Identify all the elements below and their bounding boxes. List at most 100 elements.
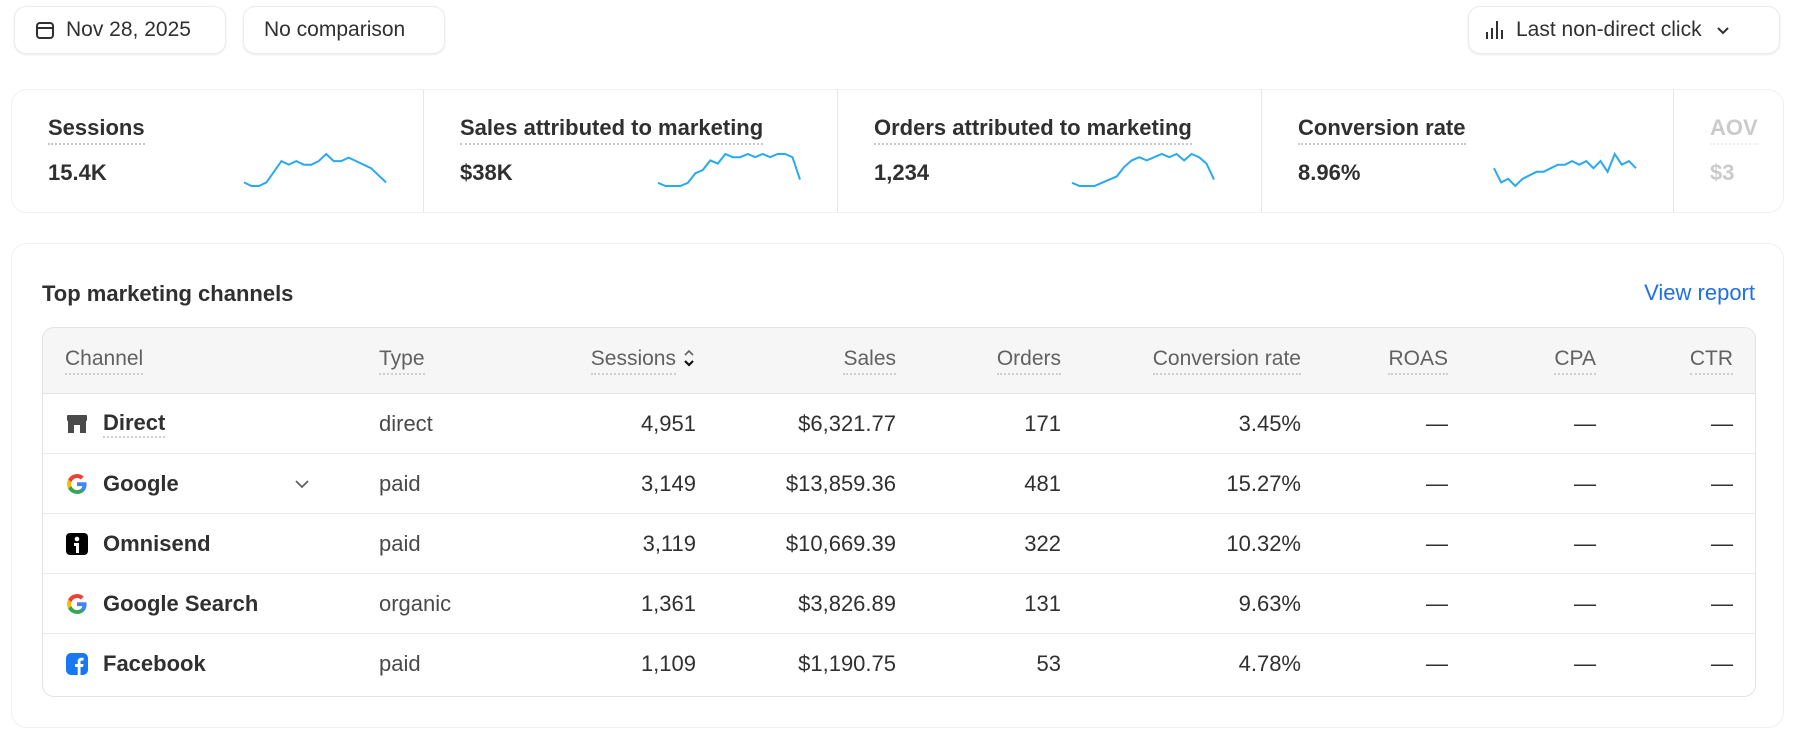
sessions-cell: 4,951 — [640, 410, 696, 436]
ctr-cell: — — [1711, 530, 1733, 556]
ctr-cell: — — [1711, 410, 1733, 436]
sparkline-line — [657, 152, 801, 187]
conversion-rate-cell: 10.32% — [1226, 530, 1301, 556]
roas-cell: — — [1426, 470, 1448, 496]
comparison-button[interactable]: No comparison — [243, 6, 445, 54]
cpa-cell: — — [1574, 470, 1596, 496]
conversion-rate-cell: 15.27% — [1226, 470, 1301, 496]
kpi-value: 8.96% — [1298, 160, 1361, 185]
calendar-icon — [33, 18, 57, 42]
kpi-value: 1,234 — [874, 160, 930, 185]
top-marketing-channels-card: Top marketing channels View report Chann… — [11, 243, 1784, 728]
cpa-cell: — — [1574, 590, 1596, 616]
header-label: CTR — [1689, 347, 1733, 375]
channel-cell: Omnisend — [65, 514, 211, 573]
header-label: CPA — [1554, 347, 1596, 375]
conversion-rate-cell: 4.78% — [1238, 651, 1301, 676]
date-picker-button[interactable]: Nov 28, 2025 — [14, 6, 226, 54]
kpi-label: Conversion rate — [1298, 115, 1466, 145]
orders-cell: 131 — [1024, 590, 1061, 616]
channel-cell: Google — [65, 454, 179, 513]
kpi-conversion-rate[interactable]: Conversion rate 8.96% — [1262, 90, 1674, 212]
type-cell: paid — [379, 651, 421, 676]
bar-chart-icon — [1483, 18, 1507, 42]
header-label: Sales — [843, 347, 896, 375]
conversion-rate-cell: 3.45% — [1238, 410, 1301, 436]
sessions-cell: 3,119 — [642, 530, 696, 556]
sales-cell: $1,190.75 — [798, 651, 896, 676]
header-label: Sessions — [590, 347, 676, 375]
omnisend-icon — [65, 532, 89, 556]
type-cell: direct — [379, 410, 433, 436]
chevron-down-icon — [1711, 18, 1735, 42]
table-row[interactable]: Facebook paid 1,109 $1,190.75 53 4.78% — — — — [43, 634, 1755, 694]
channel-name: Google Search — [103, 590, 259, 616]
orders-sparkline — [1071, 152, 1215, 187]
sort-icon[interactable] — [682, 347, 696, 375]
comparison-label: No comparison — [264, 18, 406, 41]
kpi-aov[interactable]: AOV $3 — [1674, 90, 1783, 212]
orders-cell: 53 — [1036, 651, 1061, 676]
table-row[interactable]: Direct direct 4,951 $6,321.77 171 3.45% — — — — [43, 394, 1755, 454]
header-cpa[interactable]: CPA — [1554, 328, 1596, 393]
header-roas[interactable]: ROAS — [1388, 328, 1448, 393]
conversion-sparkline — [1493, 151, 1637, 188]
kpi-label: Sales attributed to marketing — [460, 115, 764, 145]
google-icon — [65, 472, 89, 496]
cpa-cell: — — [1574, 530, 1596, 556]
header-label: Orders — [996, 347, 1061, 375]
attribution-label: Last non-direct click — [1516, 18, 1702, 41]
table-row[interactable]: Google Search organic 1,361 $3,826.89 131 9.6… — [43, 574, 1755, 634]
facebook-icon — [65, 652, 89, 676]
view-report-link[interactable]: View report — [1644, 280, 1755, 305]
header-sales[interactable]: Sales — [843, 328, 896, 393]
header-label: Conversion rate — [1152, 347, 1301, 375]
header-sessions[interactable]: Sessions — [590, 328, 696, 393]
type-cell: paid — [379, 530, 421, 556]
card-title: Top marketing channels — [42, 281, 294, 306]
kpi-value: $38K — [460, 160, 513, 185]
sparkline-line — [243, 152, 387, 187]
sparkline-line — [1493, 151, 1637, 188]
roas-cell: — — [1426, 651, 1448, 676]
sales-cell: $6,321.77 — [798, 410, 896, 436]
header-label: ROAS — [1388, 347, 1448, 375]
sessions-cell: 1,361 — [640, 590, 696, 616]
kpi-strip: Sessions 15.4K Sales attributed to marke… — [11, 89, 1784, 213]
kpi-label: Orders attributed to marketing — [874, 115, 1192, 145]
sales-cell: $13,859.36 — [785, 470, 896, 496]
channels-table: Channel Type Sessions Sales Orders Conve… — [42, 327, 1756, 697]
channel-cell: Facebook — [65, 634, 206, 694]
kpi-orders[interactable]: Orders attributed to marketing 1,234 — [838, 90, 1262, 212]
expand-chevron-icon[interactable] — [293, 454, 311, 513]
table-row[interactable]: Omnisend paid 3,119 $10,669.39 322 10.32% — — — — [43, 514, 1755, 574]
orders-cell: 322 — [1024, 530, 1061, 556]
ctr-cell: — — [1711, 470, 1733, 496]
header-orders[interactable]: Orders — [996, 328, 1061, 393]
header-label: Type — [379, 347, 425, 375]
orders-cell: 171 — [1024, 410, 1061, 436]
type-cell: paid — [379, 470, 421, 496]
sessions-cell: 3,149 — [640, 470, 696, 496]
header-channel[interactable]: Channel — [65, 328, 144, 393]
table-header: Channel Type Sessions Sales Orders Conve… — [43, 328, 1755, 394]
header-type[interactable]: Type — [379, 328, 425, 393]
ctr-cell: — — [1711, 590, 1733, 616]
orders-cell: 481 — [1024, 470, 1061, 496]
date-label: Nov 28, 2025 — [66, 18, 191, 41]
channel-name: Direct — [103, 410, 166, 438]
attribution-model-dropdown[interactable]: Last non-direct click — [1468, 6, 1780, 54]
header-conversion-rate[interactable]: Conversion rate — [1152, 328, 1301, 393]
channel-name: Google — [103, 470, 179, 496]
table-row[interactable]: Google paid 3,149 $13,859.36 481 15.27% — — — — [43, 454, 1755, 514]
header-ctr[interactable]: CTR — [1689, 328, 1733, 393]
kpi-label: AOV — [1710, 115, 1758, 145]
ctr-cell: — — [1711, 651, 1733, 676]
kpi-sales[interactable]: Sales attributed to marketing $38K — [424, 90, 838, 212]
sessions-sparkline — [243, 152, 387, 187]
sparkline-line — [1071, 152, 1215, 187]
sales-sparkline — [657, 152, 801, 187]
google-icon — [65, 592, 89, 616]
kpi-sessions[interactable]: Sessions 15.4K — [12, 90, 424, 212]
roas-cell: — — [1426, 590, 1448, 616]
